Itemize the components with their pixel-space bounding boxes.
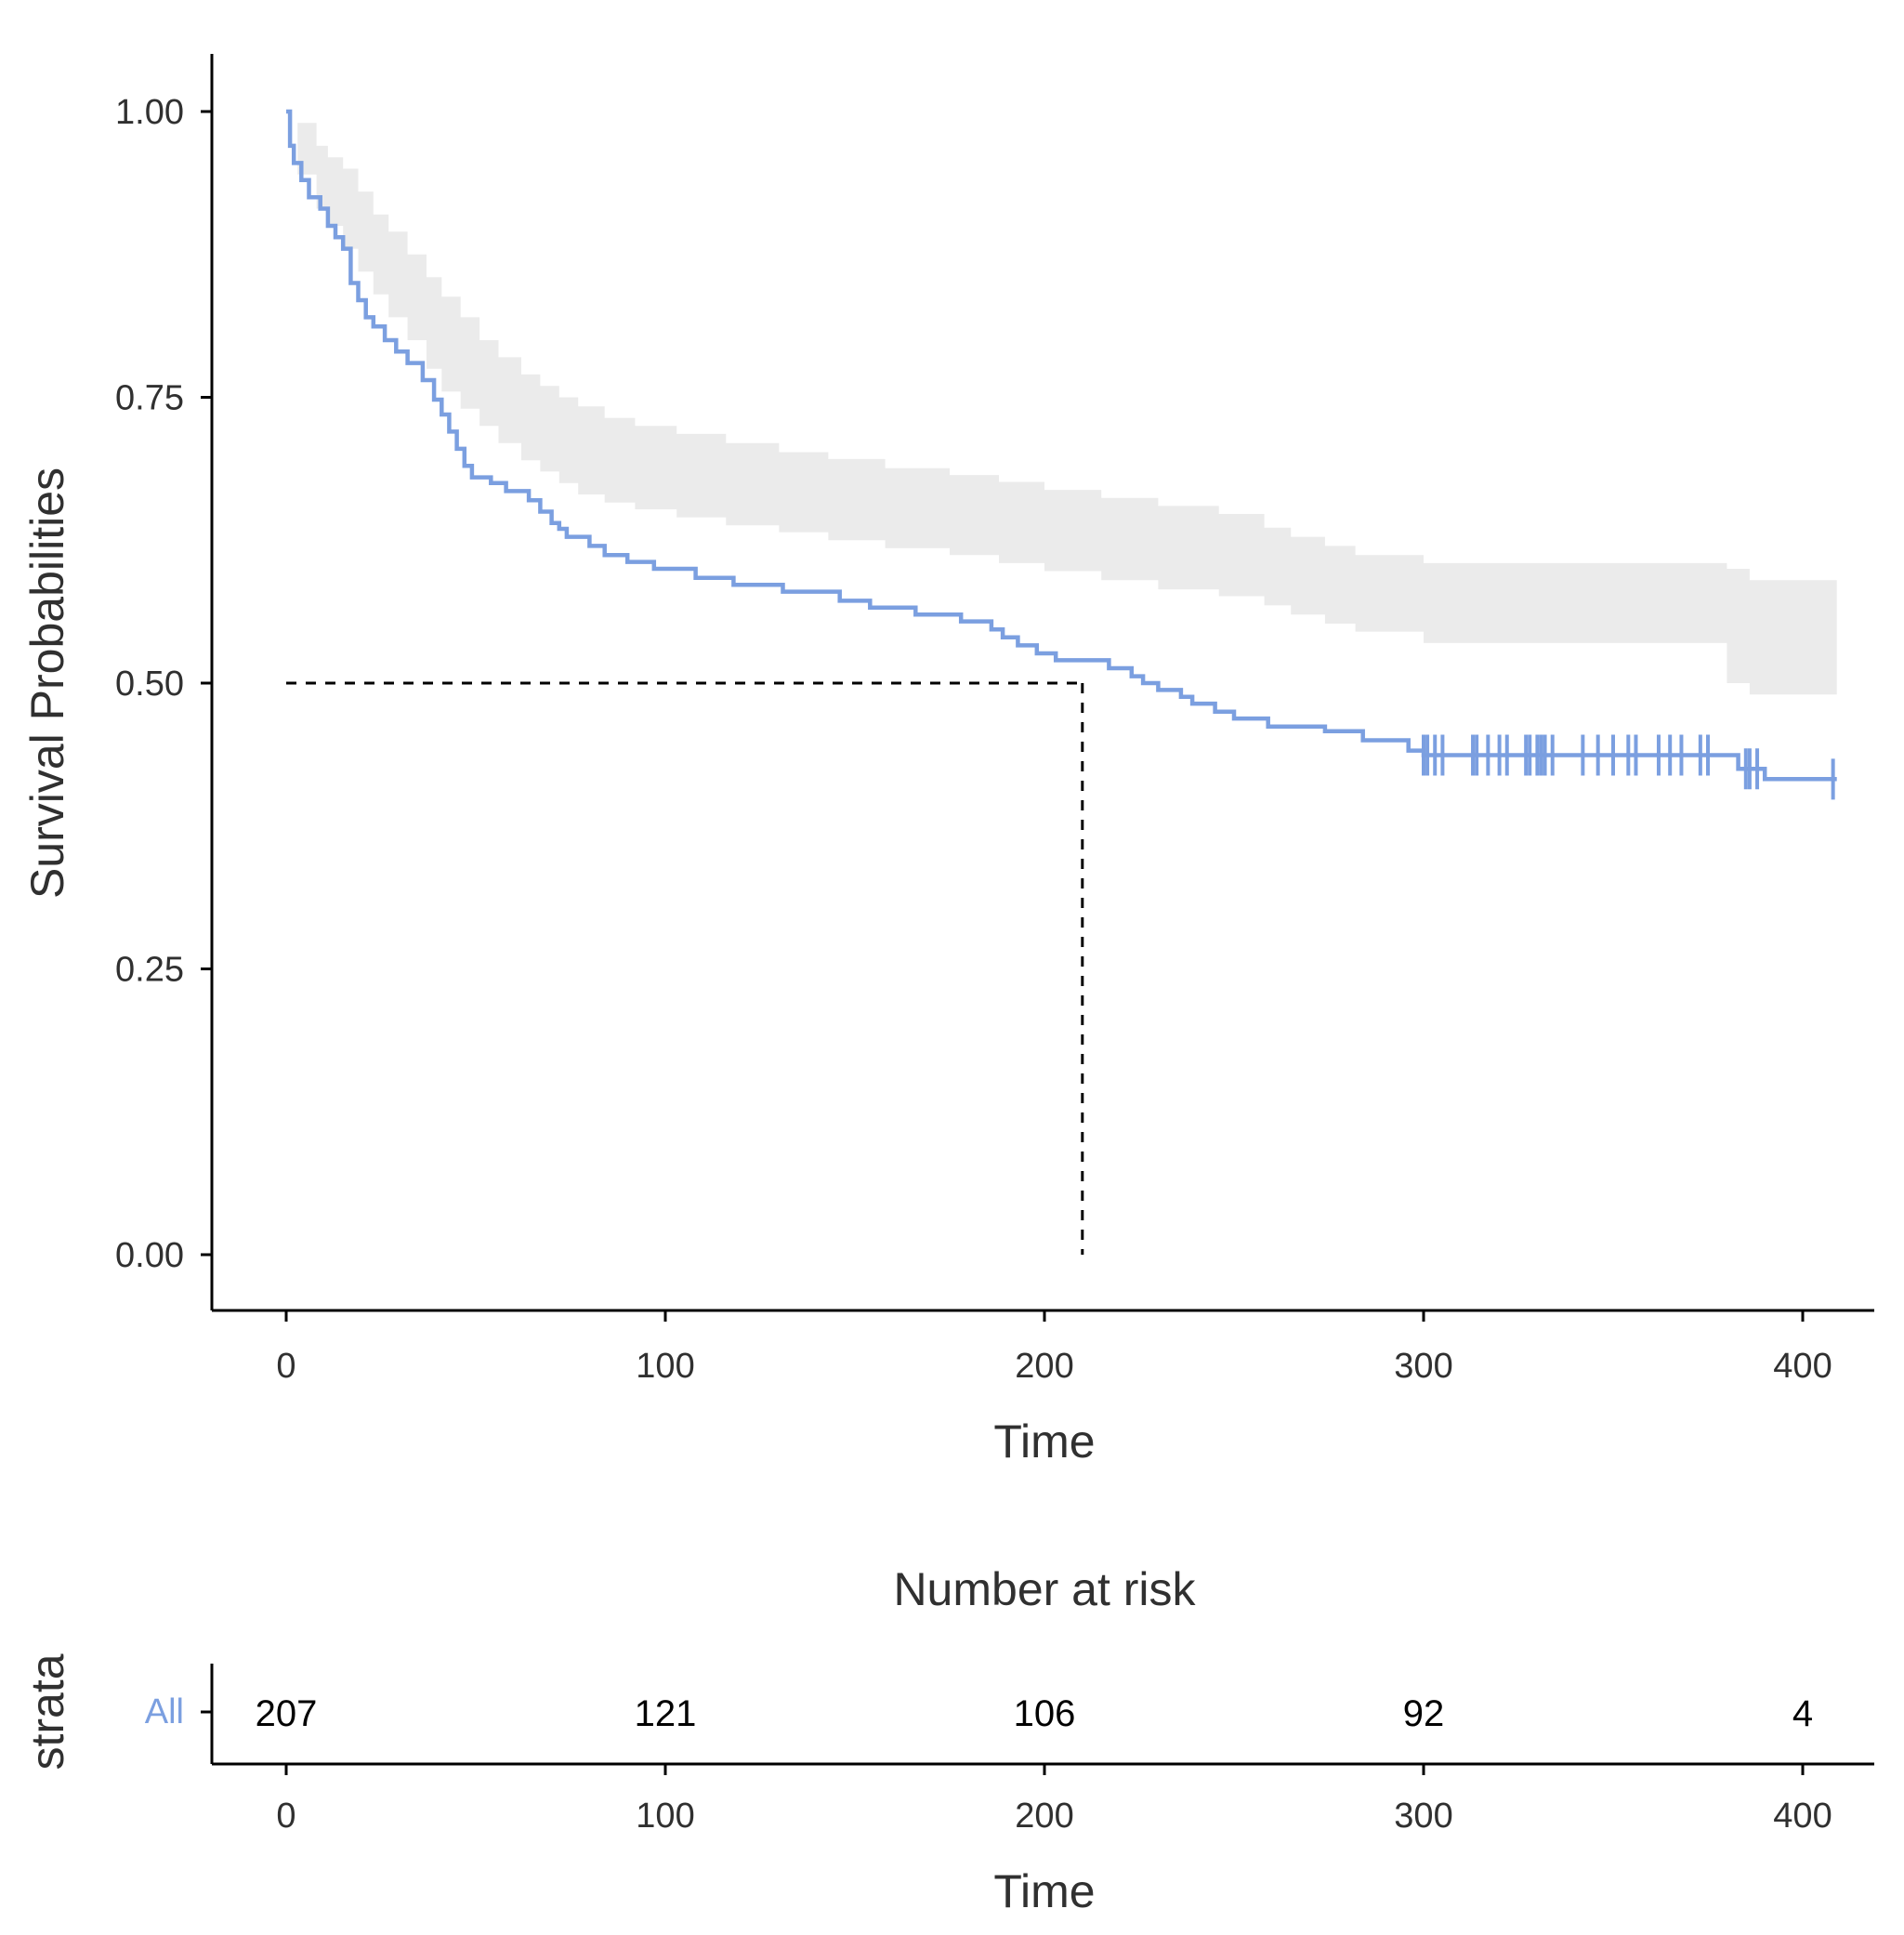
risk-value: 106 — [1014, 1693, 1076, 1734]
risk-value: 92 — [1403, 1693, 1445, 1734]
risk-value: 207 — [256, 1693, 318, 1734]
risk-y-axis-title: strata — [21, 1653, 73, 1770]
y-tick-label: 0.25 — [115, 951, 184, 990]
risk-x-tick-label: 100 — [636, 1797, 694, 1836]
risk-value: 121 — [635, 1693, 697, 1734]
risk-x-tick-label: 200 — [1015, 1797, 1073, 1836]
risk-x-tick-label: 400 — [1773, 1797, 1832, 1836]
survival-plot-panel: 0.00 0.25 0.50 0.75 1.00 0 100 200 300 400 Time Sur… — [21, 54, 1874, 1468]
risk-x-tick-label: 0 — [276, 1797, 295, 1836]
risk-value: 4 — [1792, 1693, 1813, 1734]
x-tick-label: 200 — [1015, 1347, 1073, 1386]
risk-strata-label-all: All — [145, 1692, 184, 1731]
survival-curve-all — [286, 109, 1837, 782]
y-tick-label: 0.00 — [115, 1236, 184, 1275]
confidence-band — [286, 112, 1837, 695]
x-axis-title: Time — [993, 1415, 1095, 1468]
y-tick-label: 0.50 — [115, 665, 184, 704]
y-axis-title: Survival Probabilities — [21, 467, 73, 899]
y-tick-label: 0.75 — [115, 379, 184, 418]
risk-table-title: Number at risk — [893, 1563, 1196, 1615]
x-tick-label: 300 — [1394, 1347, 1452, 1386]
x-tick-label: 400 — [1773, 1347, 1832, 1386]
risk-table-panel: Number at risk All 207 121 106 92 4 0 100 200 300 4… — [21, 1563, 1874, 1917]
risk-x-tick-label: 300 — [1394, 1797, 1452, 1836]
x-tick-label: 0 — [276, 1347, 295, 1386]
risk-x-axis-title: Time — [993, 1865, 1095, 1917]
x-tick-label: 100 — [636, 1347, 694, 1386]
y-tick-label: 1.00 — [115, 93, 184, 132]
